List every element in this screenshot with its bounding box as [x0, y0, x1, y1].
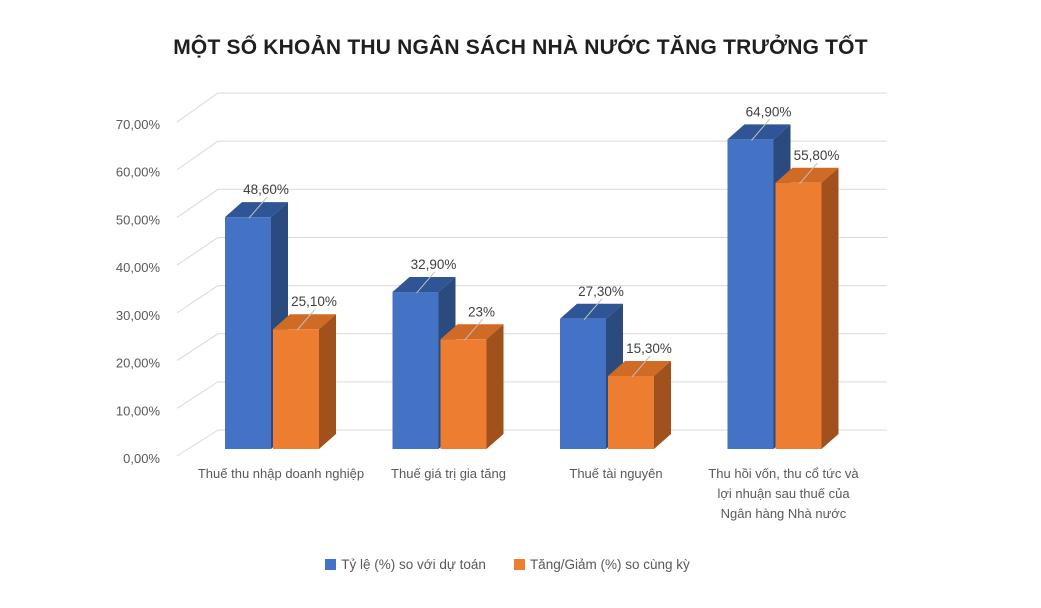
x-axis-category: Thuế giá trị gia tăng [391, 466, 506, 481]
data-label: 25,10% [291, 294, 337, 309]
y-axis-tick: 40,00% [116, 260, 161, 275]
data-label-leader [248, 196, 268, 219]
x-axis-category: Thu hồi vốn, thu cổ tức và lợi nhuận sau… [708, 466, 859, 521]
legend-swatch-icon [325, 558, 337, 570]
data-label-leader [464, 318, 483, 341]
bar-side-s1-c2 [654, 361, 671, 449]
bar-side-s1-c3 [821, 167, 839, 449]
data-label-leader [296, 308, 316, 331]
bar-s1-c2 [608, 376, 654, 449]
legend-item: Tỷ lệ (%) so với dự toán [325, 557, 486, 572]
data-label: 55,80% [794, 148, 840, 163]
bar-side-s1-c0 [319, 314, 336, 449]
x-axis-category: Thuế thu nhập doanh nghiệp [197, 466, 365, 481]
bar-s0-c3 [727, 139, 774, 449]
x-axis-category: Thuế tài nguyên [569, 466, 663, 481]
gridline-depth-connector [176, 237, 219, 266]
bar-s1-c3 [775, 182, 822, 449]
bar-s0-c1 [392, 292, 439, 449]
bar-s0-c0 [225, 217, 271, 449]
data-label-leader [583, 298, 603, 321]
gridline-depth-connector [176, 188, 219, 218]
legend-label: Tỷ lệ (%) so với dự toán [341, 556, 486, 572]
data-label: 48,60% [243, 182, 289, 197]
legend-swatch-icon [513, 558, 525, 570]
gridline-depth-connector [176, 381, 219, 409]
y-axis-tick: 20,00% [116, 356, 161, 371]
gridline-depth-connector [176, 140, 219, 171]
data-label: 64,90% [746, 104, 792, 119]
bar-s0-c2 [560, 318, 606, 449]
gridline-depth-connector [176, 285, 219, 314]
bar-s1-c0 [273, 329, 319, 449]
gridline-depth-connector [176, 429, 219, 457]
data-label-leader [751, 119, 770, 141]
data-label-leader [416, 271, 435, 294]
y-axis-tick: 70,00% [116, 117, 161, 132]
legend-label: Tăng/Giảm (%) so cùng kỳ [529, 556, 690, 572]
data-label: 27,30% [578, 284, 624, 299]
bar-s1-c1 [440, 339, 487, 449]
legend-item: Tăng/Giảm (%) so cùng kỳ [513, 556, 690, 572]
gridline-depth-connector [176, 92, 219, 123]
y-axis-tick: 0,00% [123, 451, 160, 466]
y-axis-tick: 60,00% [116, 165, 161, 180]
y-axis-tick: 50,00% [116, 212, 161, 227]
chart-title: MỘT SỐ KHOẢN THU NGÂN SÁCH NHÀ NƯỚC TĂNG… [173, 36, 868, 59]
legend: Tỷ lệ (%) so với dự toán Tăng/Giảm (%) so… [0, 553, 1015, 575]
bar-side-s1-c1 [486, 324, 504, 449]
data-label-leader [799, 162, 818, 185]
data-label-leader [631, 355, 651, 378]
data-label: 32,90% [411, 257, 457, 272]
data-label: 15,30% [626, 341, 672, 356]
y-axis-tick: 30,00% [116, 308, 161, 323]
gridline-depth-connector [176, 333, 219, 361]
y-axis-tick: 10,00% [116, 403, 161, 418]
data-label: 23% [468, 304, 495, 319]
